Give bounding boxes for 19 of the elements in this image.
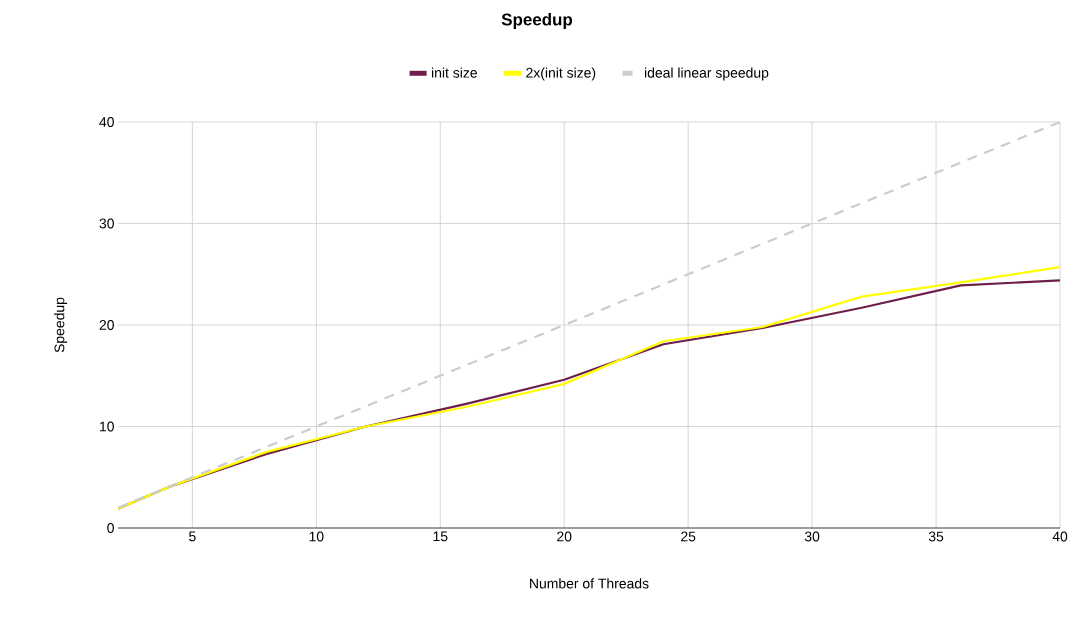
y-tick-label: 0 xyxy=(107,523,114,533)
legend-label: ideal linear speedup xyxy=(645,67,769,81)
x-tick-label: 20 xyxy=(557,531,572,542)
x-tick-label: 5 xyxy=(189,531,196,542)
x-tick-label: 15 xyxy=(433,531,448,542)
y-tick-label: 20 xyxy=(99,320,114,330)
legend-label: 2x(init size) xyxy=(526,67,596,81)
y-axis-title: Speedup xyxy=(54,297,68,353)
x-tick-label: 30 xyxy=(804,531,820,542)
x-axis-title: Number of Threads xyxy=(530,578,649,589)
y-tick-label: 30 xyxy=(99,218,114,229)
chart-title: Speedup xyxy=(501,13,573,29)
x-tick-label: 25 xyxy=(681,531,696,542)
x-tick-label: 40 xyxy=(1052,531,1068,542)
x-tick-label: 35 xyxy=(928,531,944,542)
y-tick-label: 10 xyxy=(100,421,114,432)
y-tick-label: 40 xyxy=(99,117,114,127)
legend-label: init size xyxy=(432,67,477,78)
x-tick-label: 10 xyxy=(309,531,324,542)
